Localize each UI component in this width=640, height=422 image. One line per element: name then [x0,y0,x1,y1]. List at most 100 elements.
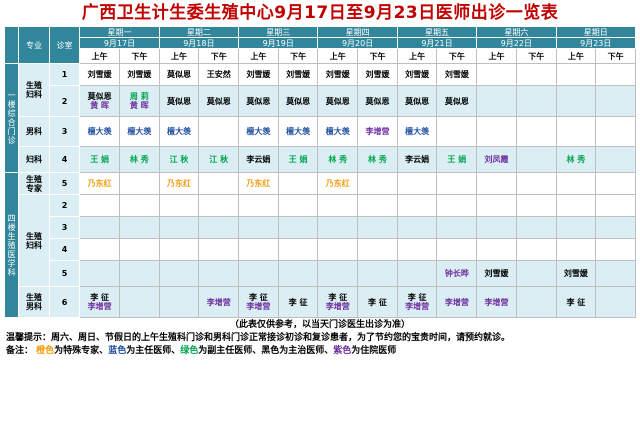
schedule-cell: 刘雪媛 [118,63,160,86]
schedule-cell [436,194,478,217]
schedule-cell [118,216,160,239]
doctor-name: 王安然 [206,70,231,79]
schedule-cell [317,194,359,217]
footer-tips: 温馨提示：周六、周日、节假日的上午生殖科门诊和男科门诊正常接诊初诊和复诊患者，为… [6,333,511,343]
schedule-cell: 莫似恩 [238,85,279,117]
schedule-cell [277,194,319,217]
doctor-name: 李增营 [444,297,469,307]
schedule-cell [595,116,636,147]
header-am: 上午 [79,48,120,64]
schedule-cell [595,63,636,86]
doctor-name: 莫似恩 [167,96,192,106]
doctor-name: 乃东红 [246,179,271,188]
schedule-cell: 檀大羡 [238,116,279,147]
doctor-name: 李 征 [407,293,427,302]
schedule-row: 妇科 4 王 娟 林 秀 江 秋 江 秋 李云娟 王 娟 林 秀 林 秀 李云娟 王 娟 刘凤霞 林 秀 [5,146,636,173]
doctor-name: 檀大羡 [286,127,311,136]
header-pm: 下午 [198,48,240,64]
doctor-name: 林 秀 [129,155,149,164]
schedule-cell [555,63,597,86]
schedule-cell: 刘雪媛 [476,260,517,287]
schedule-cell: 李 征 [357,286,398,318]
schedule-cell [357,216,398,239]
schedule-cell: 莫似恩 [158,85,200,117]
color-legend: 备注： 橙色为特殊专家、蓝色为主任医师、绿色为副主任医师、黑色为主治医师、紫色为… [0,345,640,358]
schedule-cell [476,85,517,117]
schedule-cell [555,238,597,261]
header-blank [3,26,20,64]
schedule-cell [515,63,557,86]
doctor-name: 刘雪媛 [286,70,311,79]
schedule-cell: 刘凤霞 [476,146,517,173]
schedule-cell [515,116,557,147]
header-specialty: 专业 [18,26,50,64]
legend-prefix: 备注： [6,346,34,356]
schedule-row: 四楼生殖医学科 生殖专家 5 乃东红 乃东红 乃东红 乃东红 [3,172,636,318]
doctor-name: 李 征 [368,297,387,307]
schedule-cell [396,194,438,217]
schedule-cell: 莫似恩 [158,63,200,86]
schedule-cell: 李 征李增营 [396,286,438,318]
schedule-cell [436,116,478,147]
schedule-cell: 莫似恩 [396,85,438,117]
header-weekday: 星期五 [396,26,478,38]
schedule-cell [277,238,319,261]
specialty-label-text: 妇科 [26,155,42,164]
room-number: 5 [48,172,81,195]
doctor-name: 黄 晖 [129,101,149,110]
schedule-row: 3 [5,216,636,239]
specialty-label-text: 生殖妇科 [26,231,42,250]
header-date: 9月20日 [317,37,398,49]
schedule-cell: 李 征李增营 [238,286,279,318]
doctor-name: 李增营 [87,302,112,311]
schedule-row: 男科 3 檀大羡 檀大羡 檀大羡 檀大羡 檀大羡 檀大羡 李增营 檀大羡 [5,116,636,147]
schedule-cell: 李 征李增营 [317,286,359,318]
doctor-name: 林 秀 [566,155,586,164]
schedule-cell [357,260,398,287]
schedule-cell: 乃东红 [79,172,120,195]
header-ampm-row: 上午 下午 上午 下午 上午 下午 上午 下午 上午 下午 上午 下午 上午 下午 [5,48,636,64]
schedule-cell: 莫似恩 [277,85,319,117]
header-pm: 下午 [357,48,398,64]
header-date: 9月19日 [238,37,319,49]
doctor-name: 李增营 [246,302,271,311]
header-date: 9月21日 [396,37,478,49]
schedule-row: 4 [5,238,636,261]
doctor-name: 李 征 [566,297,586,307]
doctor-name: 刘雪媛 [484,269,509,278]
section-label-text: 四楼生殖医学科 [7,213,16,277]
room-number: 4 [48,238,81,261]
schedule-cell: 莫似恩 [198,85,240,117]
schedule-cell: 檀大羡 [118,116,160,147]
doctor-name: 江 秋 [169,155,189,164]
doctor-name: 莫似恩 [286,96,311,106]
header-date-row: 9月17日 9月18日 9月19日 9月20日 9月21日 9月22日 9月23日 [5,37,637,49]
doctor-name: 刘雪媛 [325,70,350,79]
doctor-name: 周 莉 [129,92,149,101]
schedule-cell [476,194,517,217]
schedule-cell [238,216,279,239]
schedule-cell: 李增营 [198,286,240,318]
header-pm: 下午 [118,48,160,64]
header-am: 上午 [396,48,438,64]
specialty-label: 生殖妇科 [18,194,50,287]
doctor-name: 李云娟 [405,155,430,164]
schedule-cell [357,238,398,261]
schedule-cell [158,260,200,287]
header-am: 上午 [317,48,359,64]
doctor-name: 莫似恩 [87,92,112,101]
schedule-cell [555,116,597,147]
header-date: 9月23日 [555,37,637,49]
schedule-cell [277,172,319,195]
schedule-cell [396,260,438,287]
schedule-cell: 林 秀 [118,146,160,173]
schedule-cell: 乃东红 [158,172,200,195]
schedule-cell [198,116,240,147]
schedule-cell: 李 征 [555,286,597,318]
specialty-label: 生殖男科 [18,286,50,318]
schedule-cell: 林 秀 [555,146,597,173]
doctor-name: 乃东红 [167,179,192,188]
schedule-cell: 檀大羡 [79,116,120,147]
schedule-cell [436,172,478,195]
schedule-cell [357,194,398,217]
